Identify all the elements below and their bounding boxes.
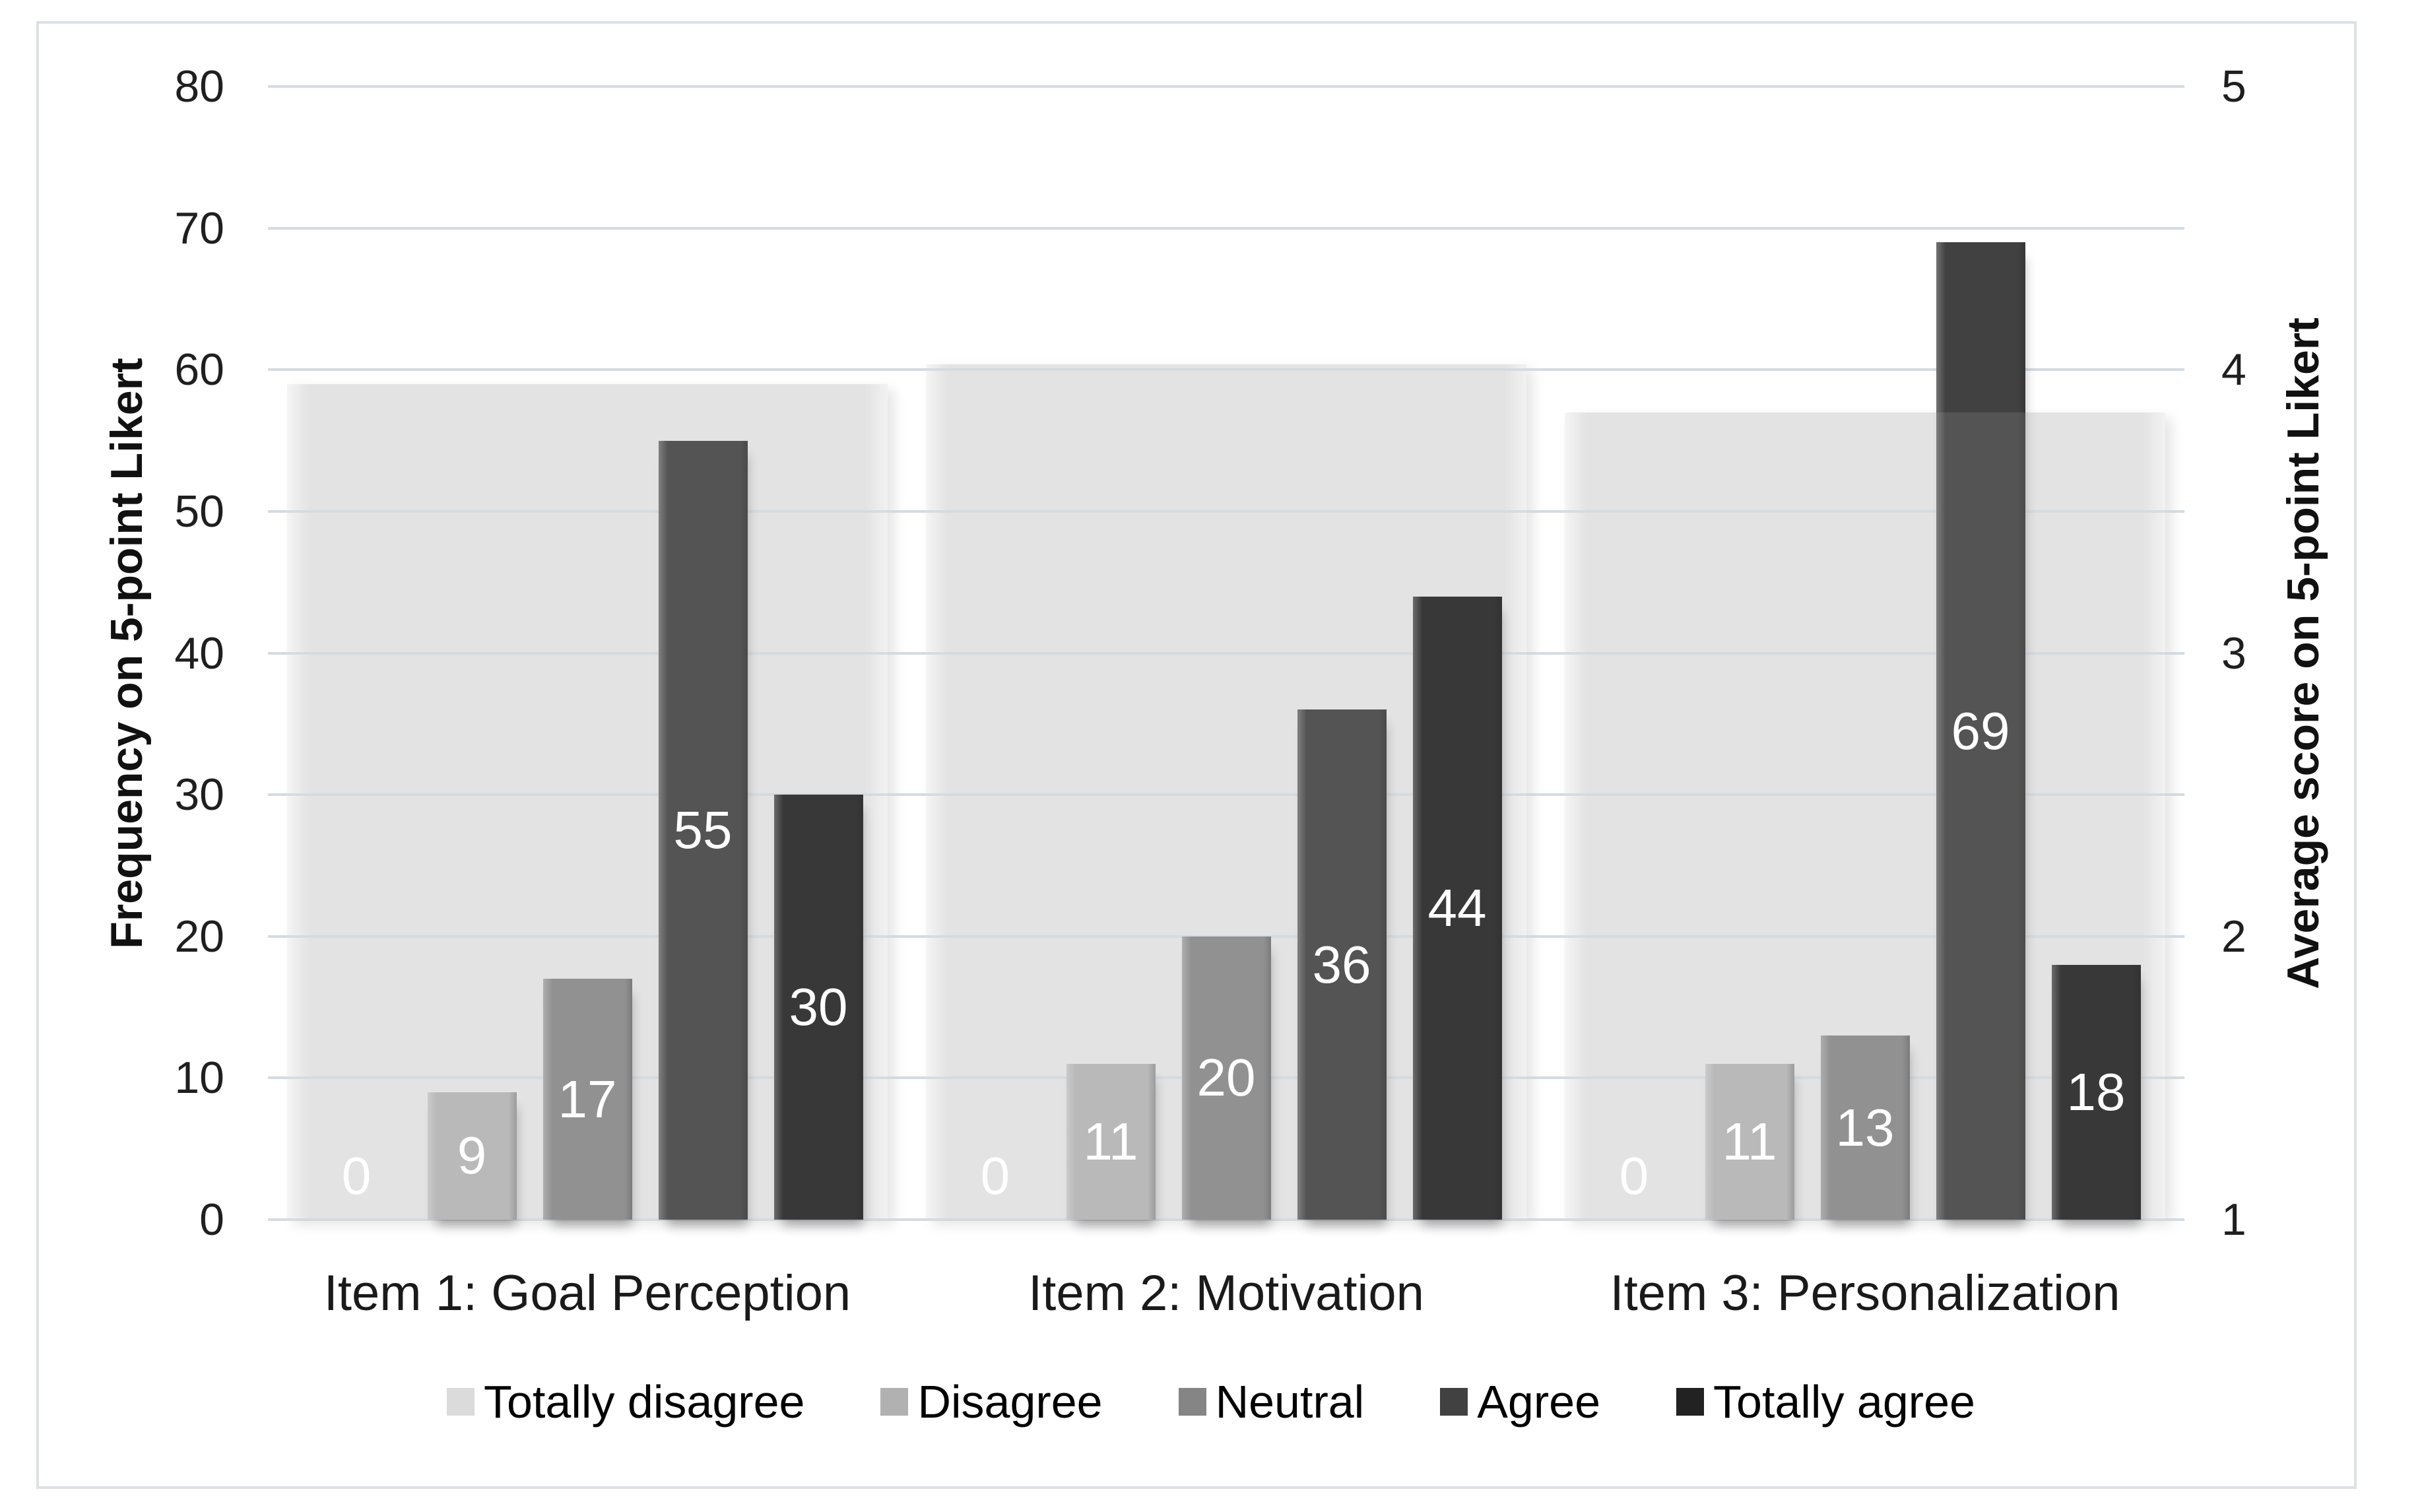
bar-data-label: 18 bbox=[2066, 1062, 2126, 1121]
category-label: Item 2: Motivation bbox=[1028, 1265, 1424, 1321]
y-axis-tick-label-left: 0 bbox=[199, 1195, 224, 1245]
legend-label: Disagree bbox=[917, 1376, 1103, 1428]
y-axis-tick-label-left: 10 bbox=[174, 1053, 224, 1103]
bar-data-label: 36 bbox=[1312, 935, 1371, 994]
y-axis-tick-label-left: 30 bbox=[174, 770, 224, 820]
legend-label: Totally agree bbox=[1713, 1376, 1975, 1428]
y-axis-tick-label-left: 70 bbox=[174, 203, 224, 253]
legend-item: Neutral bbox=[1178, 1376, 1365, 1428]
y-axis-title-right: Average score on 5-point Likert bbox=[2278, 317, 2328, 989]
legend-swatch-icon bbox=[447, 1388, 475, 1416]
bar-agree: 36 bbox=[1297, 709, 1387, 1220]
bar-data-label: 0 bbox=[980, 1146, 1010, 1205]
gridline bbox=[268, 85, 2184, 88]
plot-area: 0 9 17 55 30 0 11 20 36 44 0 11 13 69 18 bbox=[268, 85, 2184, 1221]
y-axis-title-left: Frequency on 5-point Likert bbox=[102, 358, 152, 949]
legend-swatch-icon bbox=[1178, 1388, 1206, 1416]
legend-swatch-icon bbox=[1440, 1388, 1468, 1416]
category-label: Item 3: Personalization bbox=[1610, 1265, 2120, 1321]
y-axis-tick-label-right: 4 bbox=[2221, 345, 2246, 395]
bar-data-label: 69 bbox=[1951, 701, 2010, 760]
legend-label: Totally disagree bbox=[484, 1376, 805, 1428]
y-axis-tick-label-right: 3 bbox=[2221, 628, 2246, 678]
gridline bbox=[268, 651, 2184, 655]
gridline bbox=[268, 368, 2184, 372]
y-axis-tick-label-left: 50 bbox=[174, 486, 224, 537]
bar-data-label: 13 bbox=[1835, 1098, 1895, 1157]
frequency-bars-layer: 0 9 17 55 30 0 11 20 36 44 0 11 13 69 18 bbox=[268, 86, 2184, 1220]
y-axis-tick-label-left: 20 bbox=[174, 911, 224, 962]
bar-data-label: 55 bbox=[673, 800, 733, 859]
legend-item: Disagree bbox=[880, 1376, 1103, 1428]
gridline bbox=[268, 509, 2184, 513]
bar-data-label: 0 bbox=[341, 1146, 372, 1205]
bar-data-label: 11 bbox=[1722, 1111, 1777, 1171]
bar-totally-agree: 44 bbox=[1412, 596, 1502, 1220]
category-label: Item 1: Goal Perception bbox=[323, 1265, 851, 1321]
legend-item: Totally agree bbox=[1676, 1377, 1975, 1427]
y-axis-tick-label-right: 1 bbox=[2221, 1195, 2246, 1245]
y-axis-tick-label-left: 60 bbox=[174, 345, 224, 395]
y-axis-tick-label-left: 80 bbox=[174, 61, 224, 112]
legend-swatch-icon bbox=[1676, 1388, 1705, 1416]
legend-label: Agree bbox=[1477, 1376, 1601, 1428]
bar-data-label: 9 bbox=[457, 1126, 487, 1185]
bar-totally-agree: 18 bbox=[2051, 964, 2141, 1220]
gridline bbox=[268, 793, 2184, 797]
legend-label: Neutral bbox=[1215, 1376, 1365, 1428]
bar-totally-agree: 30 bbox=[773, 795, 863, 1220]
bar-neutral: 13 bbox=[1820, 1035, 1910, 1220]
y-axis-tick-label-right: 2 bbox=[2221, 911, 2246, 962]
bar-disagree: 9 bbox=[427, 1092, 517, 1220]
gridline bbox=[268, 226, 2184, 230]
bar-neutral: 20 bbox=[1181, 936, 1271, 1220]
bar-disagree: 11 bbox=[1705, 1063, 1794, 1220]
bar-agree: 55 bbox=[658, 440, 748, 1220]
legend-swatch-icon bbox=[880, 1388, 909, 1416]
legend-item: Totally disagree bbox=[447, 1377, 804, 1427]
bar-data-label: 20 bbox=[1196, 1048, 1256, 1107]
bar-group: 0 11 20 36 44 bbox=[951, 86, 1502, 1220]
bar-group: 0 11 13 69 18 bbox=[1590, 86, 2141, 1220]
bar-data-label: 17 bbox=[558, 1069, 617, 1129]
y-axis-tick-label-left: 40 bbox=[174, 628, 224, 678]
gridline bbox=[268, 1218, 2184, 1221]
bar-neutral: 17 bbox=[542, 979, 632, 1220]
bar-data-label: 0 bbox=[1619, 1146, 1649, 1205]
bar-group: 0 9 17 55 30 bbox=[312, 86, 863, 1220]
bar-data-label: 11 bbox=[1083, 1111, 1138, 1171]
bar-disagree: 11 bbox=[1066, 1063, 1156, 1220]
legend-item: Agree bbox=[1440, 1377, 1600, 1427]
bar-agree: 69 bbox=[1936, 242, 2025, 1220]
bar-data-label: 30 bbox=[789, 977, 848, 1037]
legend: Totally disagree Disagree Neutral Agree Tota… bbox=[0, 1377, 2422, 1427]
bar-data-label: 44 bbox=[1427, 878, 1487, 937]
y-axis-tick-label-right: 5 bbox=[2221, 61, 2246, 112]
